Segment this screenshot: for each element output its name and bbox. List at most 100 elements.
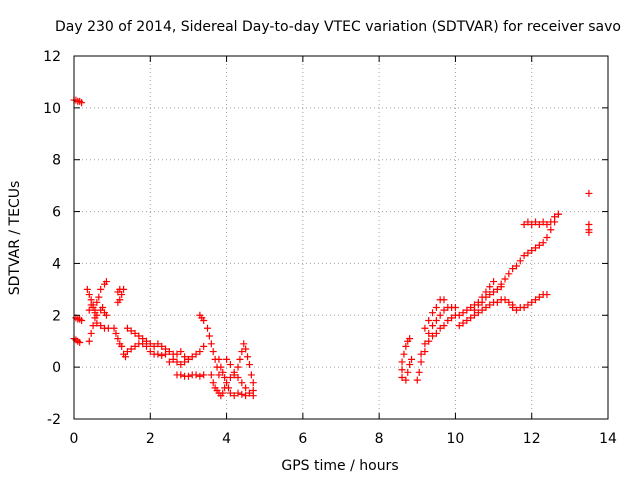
data-point	[146, 340, 154, 348]
data-point	[215, 371, 223, 379]
data-point	[181, 358, 189, 366]
x-tick-labels: 0 2 4 6 8 10 12 14	[70, 431, 617, 447]
data-point	[425, 337, 433, 345]
y-tick-label: 8	[52, 153, 61, 169]
y-tick-label: 6	[52, 205, 61, 221]
data-point	[520, 252, 528, 260]
data-point	[249, 379, 257, 387]
data-point	[177, 361, 185, 369]
data-point	[421, 348, 429, 356]
data-point	[116, 296, 124, 304]
data-point	[177, 371, 185, 379]
data-point	[505, 298, 513, 306]
data-point	[524, 249, 532, 257]
data-point	[440, 296, 448, 304]
data-point	[242, 345, 250, 353]
data-point	[169, 355, 177, 363]
x-tick-label: 8	[375, 431, 384, 447]
data-point	[478, 306, 486, 314]
data-point	[509, 265, 517, 273]
data-point	[110, 324, 118, 332]
x-tick-label: 0	[70, 431, 79, 447]
data-point	[173, 358, 181, 366]
data-point	[219, 368, 227, 376]
data-point	[490, 278, 498, 286]
data-point	[150, 342, 158, 350]
data-point	[154, 340, 162, 348]
data-point	[196, 348, 204, 356]
data-point	[501, 296, 509, 304]
data-point	[139, 335, 147, 343]
axis-ticks	[73, 55, 609, 420]
data-point	[429, 309, 437, 317]
data-point	[404, 368, 412, 376]
data-point	[131, 329, 139, 337]
data-point	[478, 298, 486, 306]
data-point	[209, 348, 217, 356]
data-point	[234, 363, 242, 371]
data-point	[471, 306, 478, 314]
data-point	[215, 355, 223, 363]
data-point	[165, 358, 173, 366]
x-tick-label: 6	[298, 431, 307, 447]
data-point	[102, 311, 110, 319]
data-point	[398, 358, 406, 366]
data-point	[408, 355, 416, 363]
data-point	[543, 234, 551, 241]
data-point	[429, 332, 437, 340]
data-point	[516, 257, 524, 265]
chart-title: Day 230 of 2014, Sidereal Day-to-day VTE…	[55, 19, 621, 35]
data-point	[524, 218, 532, 226]
data-point	[413, 376, 421, 384]
y-tick-label: 0	[52, 360, 61, 376]
data-point	[520, 221, 528, 229]
data-point	[501, 275, 509, 283]
data-point	[440, 306, 448, 314]
data-point	[121, 353, 129, 361]
data-point	[528, 221, 536, 229]
data-point	[459, 309, 467, 317]
data-point	[102, 278, 110, 286]
data-point	[131, 342, 139, 350]
data-point	[200, 342, 208, 350]
data-point	[532, 296, 540, 304]
data-point	[547, 218, 555, 226]
data-point	[486, 283, 494, 291]
data-point	[398, 366, 406, 374]
data-point	[436, 324, 444, 332]
data-point	[528, 298, 536, 306]
data-point	[459, 319, 467, 327]
data-point	[467, 304, 475, 312]
data-point	[135, 332, 143, 340]
data-point	[158, 351, 166, 359]
data-point	[242, 384, 250, 392]
data-point	[87, 329, 95, 337]
data-point	[97, 285, 105, 293]
data-point	[425, 316, 433, 324]
grid-lines	[74, 56, 608, 419]
data-point	[535, 293, 543, 301]
data-point	[192, 350, 200, 358]
data-point	[89, 322, 97, 330]
x-tick-label: 10	[447, 431, 465, 447]
data-point	[188, 353, 196, 361]
data-point	[91, 314, 99, 322]
data-point	[154, 350, 162, 358]
data-point	[238, 348, 246, 356]
data-point	[200, 316, 208, 324]
data-point	[162, 345, 170, 353]
x-axis-title: GPS time / hours	[281, 458, 398, 474]
data-point	[463, 316, 471, 324]
data-point	[114, 335, 122, 343]
data-point	[158, 342, 166, 350]
data-point	[463, 306, 471, 314]
data-point	[455, 311, 463, 319]
data-point	[142, 337, 150, 345]
data-point	[223, 355, 231, 363]
data-point	[173, 350, 181, 358]
y-tick-label: 12	[43, 49, 61, 65]
data-point	[78, 316, 86, 324]
y-tick-label: -2	[47, 412, 61, 428]
data-point	[543, 291, 551, 299]
data-point	[535, 241, 543, 249]
